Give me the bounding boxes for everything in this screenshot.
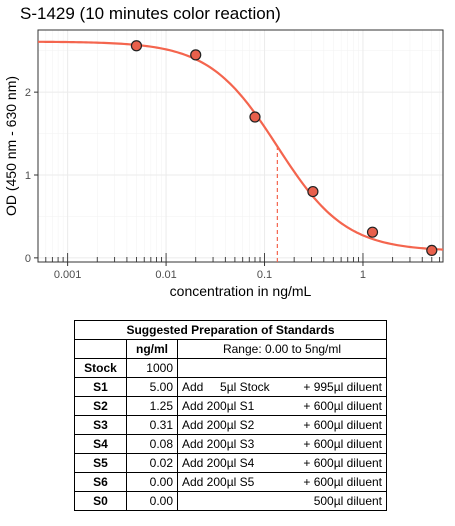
preparation-step: Add 200µl S2 xyxy=(182,418,255,432)
standard-concentration: 0.02 xyxy=(126,453,178,473)
standards-table: Suggested Preparation of Standards ng/ml… xyxy=(74,320,387,511)
standard-name: S0 xyxy=(74,491,127,511)
x-tick-label: 0.001 xyxy=(54,269,82,281)
standard-concentration: 1000 xyxy=(126,358,178,378)
x-tick-label: 0.01 xyxy=(155,269,176,281)
table-row: S6 0.00 Add 200µl S5 + 600µl diluent xyxy=(74,472,387,492)
standard-concentration: 5.00 xyxy=(126,377,178,397)
standard-concentration: 0.08 xyxy=(126,434,178,454)
diluent-amount: + 995µl diluent xyxy=(303,380,382,394)
x-tick-label: 1 xyxy=(360,269,366,281)
table-header-row: ng/ml Range: 0.00 to 5ng/ml xyxy=(74,339,387,359)
data-point xyxy=(366,226,379,238)
preparation-cell: Add 200µl S1 + 600µl diluent xyxy=(177,396,387,416)
standard-concentration: 0.00 xyxy=(126,472,178,492)
y-tick-label: 1 xyxy=(25,170,31,182)
preparation-step: Add 200µl S1 xyxy=(182,399,255,413)
diluent-amount: + 600µl diluent xyxy=(303,437,382,451)
standard-name: S6 xyxy=(74,472,127,492)
preparation-step: Add 5µl Stock xyxy=(182,380,270,394)
chart-title: S-1429 (10 minutes color reaction) xyxy=(20,4,281,23)
data-point xyxy=(426,244,438,256)
fit-curve xyxy=(37,40,444,251)
preparation-cell: Add 5µl Stock + 995µl diluent xyxy=(177,377,387,397)
data-point xyxy=(249,111,261,123)
y-tick-label: 0 xyxy=(25,253,31,265)
table-row: S5 0.02 Add 200µl S4 + 600µl diluent xyxy=(74,453,387,473)
data-point xyxy=(190,49,202,61)
standard-name: S2 xyxy=(74,396,127,416)
header-unit: ng/ml xyxy=(126,339,178,359)
y-tick-label: 2 xyxy=(25,87,31,99)
preparation-cell: Add 200µl S4 + 600µl diluent xyxy=(177,453,387,473)
standard-name: Stock xyxy=(74,358,127,378)
table-caption-row: Suggested Preparation of Standards xyxy=(74,320,387,340)
grid xyxy=(37,30,443,262)
preparation-cell: 500µl diluent xyxy=(177,491,387,511)
panel-border xyxy=(37,29,444,263)
diluent-amount: + 600µl diluent xyxy=(303,475,382,489)
header-range: Range: 0.00 to 5ng/ml xyxy=(177,339,387,359)
standard-name: S1 xyxy=(74,377,127,397)
table-row: Stock 1000 xyxy=(74,358,387,378)
header-blank xyxy=(74,339,127,359)
diluent-amount: + 600µl diluent xyxy=(303,418,382,432)
data-point xyxy=(130,40,143,52)
standard-concentration: 1.25 xyxy=(126,396,178,416)
axes: 0.001 0.01 0.1 1 0 1 2 xyxy=(25,29,444,281)
x-tick-label: 0.1 xyxy=(257,269,272,281)
table-row: S4 0.08 Add 200µl S3 + 600µl diluent xyxy=(74,434,387,454)
preparation-step: Add 200µl S4 xyxy=(182,456,255,470)
standard-concentration: 0.00 xyxy=(126,491,178,511)
diluent-amount: + 600µl diluent xyxy=(303,399,382,413)
x-axis-label: concentration in ng/mL xyxy=(170,283,312,299)
data-points xyxy=(130,40,438,256)
y-axis-label: OD (450 nm - 630 nm) xyxy=(3,76,19,216)
plot-panel xyxy=(38,30,443,262)
preparation-cell: Add 200µl S2 + 600µl diluent xyxy=(177,415,387,435)
preparation-cell: Add 200µl S3 + 600µl diluent xyxy=(177,434,387,454)
table-caption: Suggested Preparation of Standards xyxy=(74,320,387,340)
preparation-cell: Add 200µl S5 + 600µl diluent xyxy=(177,472,387,492)
standard-name: S3 xyxy=(74,415,127,435)
table-row: S1 5.00 Add 5µl Stock + 995µl diluent xyxy=(74,377,387,397)
standard-name: S5 xyxy=(74,453,127,473)
preparation-cell xyxy=(177,358,387,378)
table-row: S3 0.31 Add 200µl S2 + 600µl diluent xyxy=(74,415,387,435)
data-point xyxy=(307,185,319,198)
standard-concentration: 0.31 xyxy=(126,415,178,435)
preparation-step: Add 200µl S5 xyxy=(182,475,255,489)
table-row: S2 1.25 Add 200µl S1 + 600µl diluent xyxy=(74,396,387,416)
standard-name: S4 xyxy=(74,434,127,454)
preparation-step: Add 200µl S3 xyxy=(182,437,255,451)
diluent-amount: 500µl diluent xyxy=(313,494,382,508)
table-row: S0 0.00 500µl diluent xyxy=(74,491,387,511)
diluent-amount: + 600µl diluent xyxy=(303,456,382,470)
fit-curve-layer xyxy=(37,40,444,262)
